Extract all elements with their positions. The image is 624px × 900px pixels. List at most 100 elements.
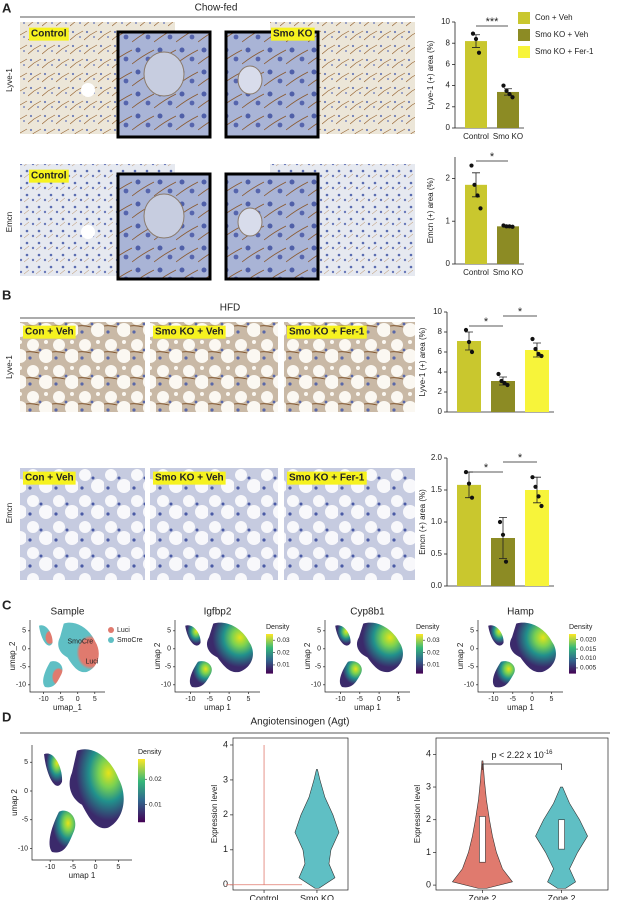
significance-label: * xyxy=(484,462,489,474)
significance-label: * xyxy=(518,306,523,318)
x-tick-label: 0 xyxy=(530,696,534,703)
axes xyxy=(174,620,260,693)
violin xyxy=(294,769,340,889)
micrograph xyxy=(20,468,145,580)
y-tick-label: 1 xyxy=(426,847,431,857)
y-tick-label: -5 xyxy=(315,664,321,671)
cell-cluster xyxy=(335,625,351,646)
cell-cluster xyxy=(206,622,253,673)
y-tick-label: 0 xyxy=(167,646,171,653)
y-tick-label: 1.0 xyxy=(431,517,443,526)
cell-cluster xyxy=(44,753,63,786)
label-highlight xyxy=(153,471,226,485)
colorbar-tick-label: 0.01 xyxy=(149,801,162,808)
data-point xyxy=(500,532,506,537)
x-tick-label: 0 xyxy=(377,696,381,703)
axes xyxy=(477,620,563,693)
axis-label: umap 2 xyxy=(456,642,465,669)
vessel xyxy=(237,207,263,237)
x-tick-label: -5 xyxy=(58,696,64,703)
data-point xyxy=(466,481,472,486)
x-tick-label: Smo KO xyxy=(300,893,334,900)
y-tick-label: 2 xyxy=(438,387,443,396)
y-tick-label: 0 xyxy=(22,646,26,653)
colorbar-tick-label: 0.005 xyxy=(580,665,597,672)
axes xyxy=(31,745,132,861)
y-tick-label: 0.5 xyxy=(431,549,443,558)
y-tick-label: 10 xyxy=(441,17,450,26)
axis-label: umap 2 xyxy=(153,642,162,669)
image-label: Smo KO + Veh xyxy=(155,473,224,484)
bar xyxy=(491,381,515,412)
data-point xyxy=(497,519,503,525)
cell-cluster xyxy=(509,622,556,673)
y-tick-label: 3 xyxy=(426,781,431,791)
label-highlight xyxy=(153,325,226,339)
p-value: p < 2.22 x 10-16 xyxy=(492,750,554,761)
data-point xyxy=(501,83,506,88)
x-tick-label: Zone 2 xyxy=(548,893,576,900)
axes xyxy=(324,620,410,693)
data-point xyxy=(476,50,482,55)
legend-label: Smo KO + Veh xyxy=(535,30,588,39)
row-label: Lyve-1 xyxy=(5,68,14,92)
colorbar-title: Density xyxy=(266,624,290,631)
x-tick-label: -10 xyxy=(335,696,345,703)
axis-label: umap_2 xyxy=(8,641,17,670)
panel-letter: A xyxy=(2,0,12,15)
data-point xyxy=(539,503,544,509)
colorbar-tick-label: 0.03 xyxy=(277,637,290,644)
data-point xyxy=(469,163,474,168)
x-tick-label: Zone 2 xyxy=(468,893,496,900)
bar xyxy=(525,350,549,412)
significance-label: * xyxy=(490,151,495,163)
label-highlight xyxy=(29,27,69,41)
image-label: Smo KO + Fer-1 xyxy=(289,473,365,484)
data-point xyxy=(503,559,509,564)
data-point xyxy=(504,88,509,93)
vessel xyxy=(237,65,263,95)
x-tick-label: -10 xyxy=(488,696,498,703)
y-tick-label: 1 xyxy=(223,844,228,854)
error-bar xyxy=(499,517,507,559)
micrograph xyxy=(150,468,278,580)
panel-letter: C xyxy=(2,597,12,612)
bar xyxy=(497,226,519,264)
y-tick-label: -10 xyxy=(16,682,26,689)
p-value-text: p < 2.22 x 10 xyxy=(492,750,544,760)
vessel xyxy=(143,51,185,97)
cell-cluster xyxy=(69,749,124,829)
y-tick-label: 5 xyxy=(167,628,171,635)
annotation: SmoCre xyxy=(68,638,94,645)
legend-swatch xyxy=(518,46,530,58)
plot-title: Igfbp2 xyxy=(204,607,232,618)
x-tick-label: 5 xyxy=(93,696,97,703)
data-point xyxy=(463,469,469,475)
colorbar-tick-label: 0.020 xyxy=(580,636,597,643)
data-point xyxy=(469,349,475,355)
x-tick-label: 5 xyxy=(396,696,400,703)
bar xyxy=(465,41,487,128)
y-tick-label: -5 xyxy=(22,817,28,824)
colorbar xyxy=(266,634,273,674)
x-tick-label: -10 xyxy=(185,696,195,703)
colorbar xyxy=(416,634,423,674)
y-tick-label: 4 xyxy=(426,749,431,759)
label-highlight xyxy=(287,471,367,485)
x-tick-label: Smo KO xyxy=(493,268,523,277)
y-tick-label: 5 xyxy=(24,759,28,766)
axis-label: umap 1 xyxy=(507,703,534,712)
x-tick-label: 5 xyxy=(549,696,553,703)
plot-frame xyxy=(435,737,609,891)
colorbar-tick-label: 0.03 xyxy=(427,637,440,644)
y-tick-label: -5 xyxy=(20,664,26,671)
image-label: Con + Veh xyxy=(25,327,74,338)
y-tick-label: 0.0 xyxy=(431,581,443,590)
axis-label: Emcn (+) area (%) xyxy=(418,489,427,555)
y-tick-label: 2 xyxy=(446,102,451,111)
colorbar-title: Density xyxy=(138,749,162,756)
axis-label: umap 1 xyxy=(354,703,381,712)
y-tick-label: 0 xyxy=(317,646,321,653)
